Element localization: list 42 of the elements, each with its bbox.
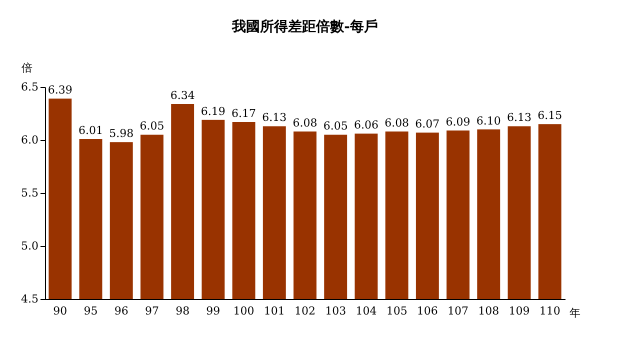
x-tick-label: 108	[478, 304, 500, 318]
y-tick-label: 5.5	[21, 186, 38, 200]
data-label: 6.08	[292, 116, 318, 130]
data-label: 6.08	[384, 116, 410, 130]
data-label: 6.05	[140, 120, 164, 133]
x-tick-label: 109	[508, 304, 530, 318]
data-label: 6.01	[78, 124, 104, 137]
x-tick-label: 103	[325, 304, 346, 318]
x-tick-label: 110	[539, 304, 560, 318]
data-label: 6.39	[48, 84, 72, 97]
data-label: 6.17	[232, 106, 256, 120]
x-tick-label: 105	[386, 304, 408, 318]
data-label: 6.15	[538, 109, 562, 122]
data-label: 6.19	[200, 104, 226, 118]
data-label: 6.05	[323, 120, 348, 133]
x-tick-label: 101	[264, 304, 285, 318]
y-tick-label: 6.0	[21, 134, 38, 146]
x-tick-label: 98	[176, 304, 190, 318]
data-label: 6.34	[170, 88, 195, 102]
data-label: 6.13	[506, 111, 532, 124]
x-tick-label: 90	[53, 304, 68, 318]
data-label: 5.98	[109, 127, 134, 140]
y-tick-label: 4.5	[21, 292, 38, 306]
x-tick-label: 95	[84, 304, 98, 318]
data-label: 6.06	[354, 118, 378, 132]
x-tick-label: 97	[144, 304, 159, 318]
x-axis-title: 年	[570, 306, 580, 320]
y-tick-label: 6.5	[21, 80, 38, 94]
y-tick-label: 5.0	[21, 240, 38, 252]
x-tick-label: 99	[206, 304, 220, 318]
data-label: 6.07	[415, 118, 440, 131]
x-tick-label: 102	[294, 304, 316, 318]
x-tick-label: 106	[416, 304, 438, 318]
data-label: 6.13	[262, 111, 287, 124]
chart-title: 我國所得差距倍數-每戶	[231, 18, 378, 35]
y-axis-title: 倍	[22, 62, 32, 74]
x-tick-label: 100	[233, 304, 254, 318]
x-tick-label: 104	[356, 304, 377, 318]
x-tick-label: 107	[448, 304, 469, 318]
data-label: 6.10	[476, 114, 501, 128]
data-label: 6.09	[446, 115, 470, 128]
x-tick-label: 96	[114, 304, 128, 318]
